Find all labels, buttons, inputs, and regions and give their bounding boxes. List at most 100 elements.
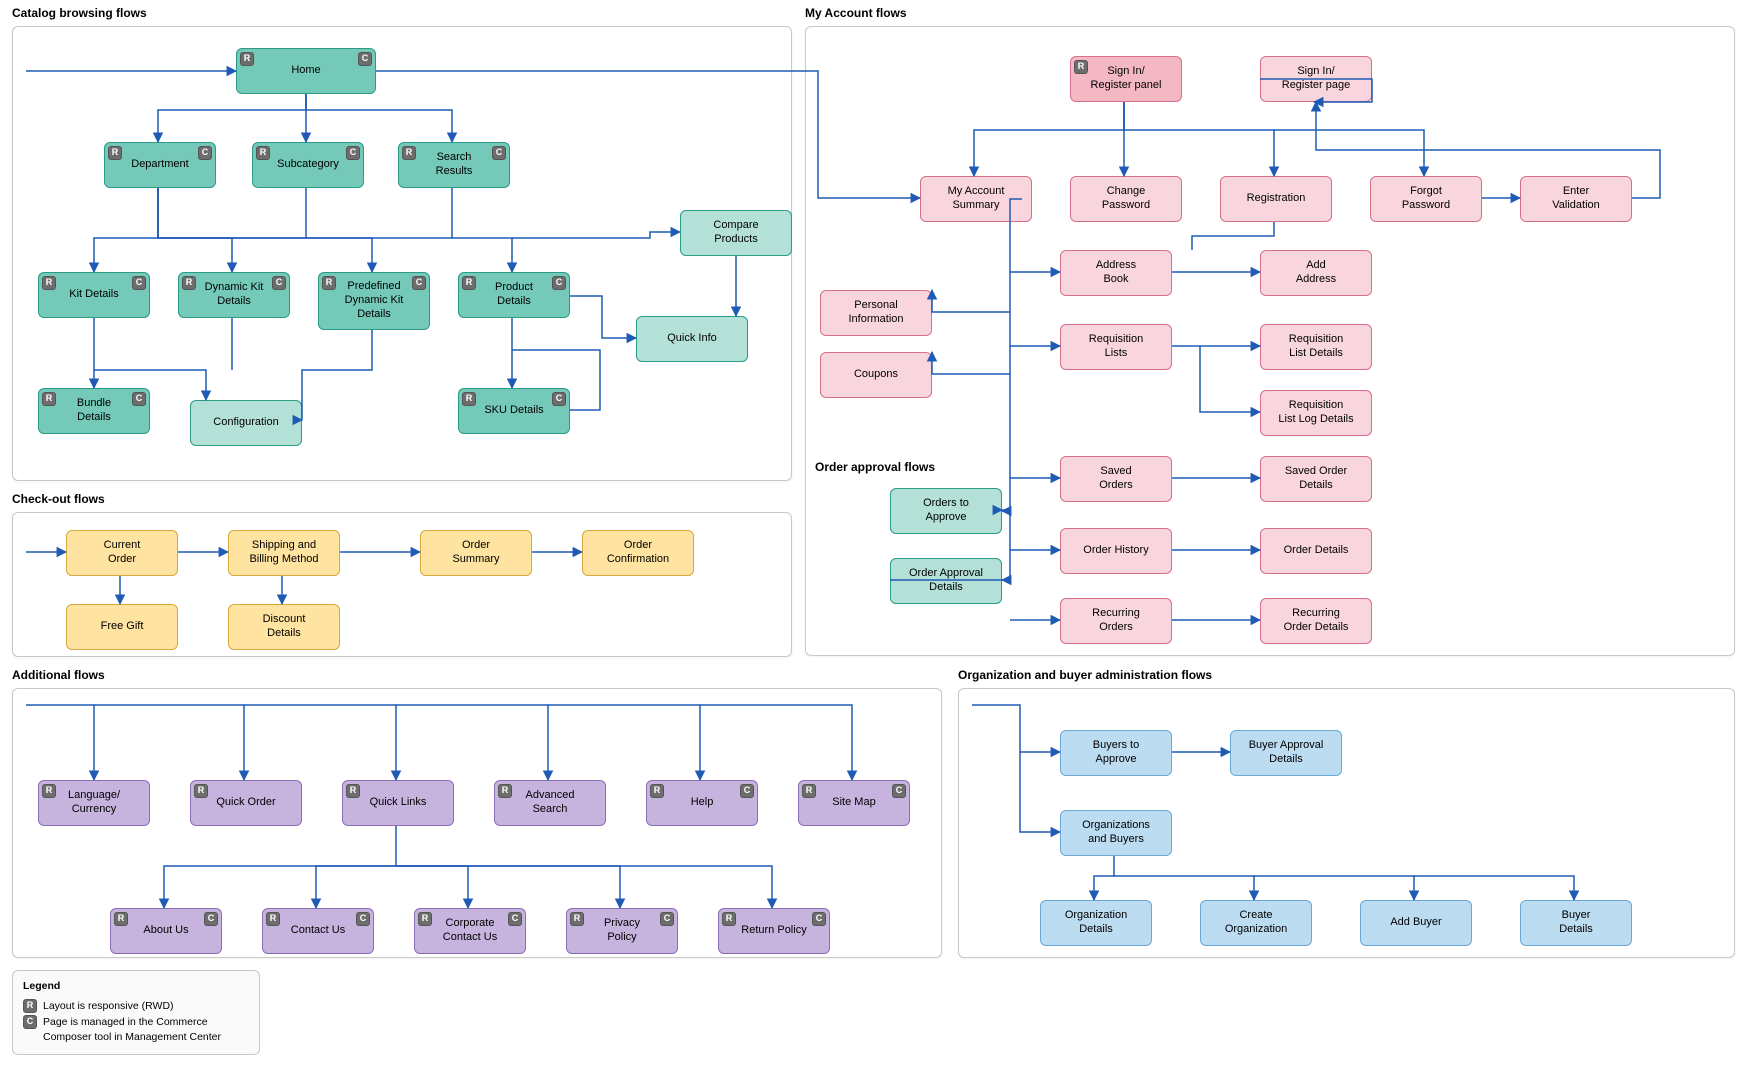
badge-commerce-composer: C bbox=[132, 392, 146, 406]
node-ordconf: OrderConfirmation bbox=[582, 530, 694, 576]
badge-commerce-composer: C bbox=[346, 146, 360, 160]
node-reqlogdet: RequisitionList Log Details bbox=[1260, 390, 1372, 436]
node-label: PersonalInformation bbox=[848, 299, 903, 327]
badge-responsive: R bbox=[1074, 60, 1088, 74]
node-dynkit: Dynamic KitDetails R C bbox=[178, 272, 290, 318]
node-predynkit: PredefinedDynamic KitDetailsRC bbox=[318, 272, 430, 330]
badge-commerce-composer: C bbox=[552, 276, 566, 290]
badge-responsive: R bbox=[722, 912, 736, 926]
badge-responsive: R bbox=[114, 912, 128, 926]
node-ordsum: OrderSummary bbox=[420, 530, 532, 576]
node-advsearch: AdvancedSearch R bbox=[494, 780, 606, 826]
node-buydet: BuyerDetails bbox=[1520, 900, 1632, 946]
node-label: My AccountSummary bbox=[948, 185, 1005, 213]
node-orddet: Order Details bbox=[1260, 528, 1372, 574]
node-label: OrderConfirmation bbox=[607, 539, 669, 567]
node-returnpol: Return PolicyRC bbox=[718, 908, 830, 954]
node-quickinfo: Quick Info bbox=[636, 316, 748, 362]
node-label: EnterValidation bbox=[1552, 185, 1600, 213]
badge-commerce-composer: C bbox=[204, 912, 218, 926]
badge-responsive: R bbox=[42, 784, 56, 798]
badge-responsive: R bbox=[322, 276, 336, 290]
node-label: SKU Details bbox=[484, 404, 543, 418]
badge-responsive: R bbox=[182, 276, 196, 290]
node-label: Kit Details bbox=[69, 288, 119, 302]
node-label: OrderSummary bbox=[452, 539, 499, 567]
node-subcat: SubcategoryRC bbox=[252, 142, 364, 188]
node-label: Order Details bbox=[1284, 544, 1349, 558]
node-label: ForgotPassword bbox=[1402, 185, 1450, 213]
badge-responsive: R bbox=[802, 784, 816, 798]
node-contactus: Contact UsRC bbox=[262, 908, 374, 954]
node-label: Quick Info bbox=[667, 332, 717, 346]
node-label: Saved OrderDetails bbox=[1285, 465, 1347, 493]
node-chgpw: ChangePassword bbox=[1070, 176, 1182, 222]
node-addbuyer: Add Buyer bbox=[1360, 900, 1472, 946]
node-dept: DepartmentRC bbox=[104, 142, 216, 188]
legend-text: Layout is responsive (RWD) bbox=[43, 999, 174, 1015]
badge-commerce-composer: C bbox=[892, 784, 906, 798]
node-label: Home bbox=[291, 64, 320, 78]
badge-responsive: R bbox=[346, 784, 360, 798]
node-label: AddressBook bbox=[1096, 259, 1136, 287]
badge-responsive: R bbox=[194, 784, 208, 798]
node-label: CreateOrganization bbox=[1225, 909, 1287, 937]
node-label: Order History bbox=[1083, 544, 1148, 558]
node-label: Configuration bbox=[213, 416, 278, 430]
badge-commerce-composer: C bbox=[132, 276, 146, 290]
badge-responsive: R bbox=[108, 146, 122, 160]
section-title-catalog: Catalog browsing flows bbox=[12, 6, 147, 20]
section-title-approval: Order approval flows bbox=[815, 460, 935, 474]
node-myacct: My AccountSummary bbox=[920, 176, 1032, 222]
legend-row: R Layout is responsive (RWD) bbox=[23, 999, 249, 1015]
node-discount: DiscountDetails bbox=[228, 604, 340, 650]
node-createorg: CreateOrganization bbox=[1200, 900, 1312, 946]
section-title-account: My Account flows bbox=[805, 6, 907, 20]
node-record: RecurringOrders bbox=[1060, 598, 1172, 644]
node-label: Site Map bbox=[832, 796, 875, 810]
badge-responsive: R bbox=[418, 912, 432, 926]
badge-responsive: R bbox=[498, 784, 512, 798]
badge-responsive: R bbox=[570, 912, 584, 926]
node-persinfo: PersonalInformation bbox=[820, 290, 932, 336]
node-kit: Kit DetailsRC bbox=[38, 272, 150, 318]
node-sku: SKU DetailsRC bbox=[458, 388, 570, 434]
legend-badge: R bbox=[23, 999, 37, 1013]
node-savorddet: Saved OrderDetails bbox=[1260, 456, 1372, 502]
badge-commerce-composer: C bbox=[660, 912, 674, 926]
node-label: BuyerDetails bbox=[1559, 909, 1593, 937]
badge-commerce-composer: C bbox=[272, 276, 286, 290]
node-addaddr: AddAddress bbox=[1260, 250, 1372, 296]
node-entervalid: EnterValidation bbox=[1520, 176, 1632, 222]
node-label: Sign In/Register panel bbox=[1091, 65, 1162, 93]
node-config: Configuration bbox=[190, 400, 302, 446]
node-reqlistdet: RequisitionList Details bbox=[1260, 324, 1372, 370]
badge-responsive: R bbox=[266, 912, 280, 926]
legend-row: CPage is managed in the Commerce Compose… bbox=[23, 1015, 249, 1047]
node-reqlists: RequisitionLists bbox=[1060, 324, 1172, 370]
node-bundle: BundleDetailsRC bbox=[38, 388, 150, 434]
node-label: Dynamic KitDetails bbox=[205, 281, 264, 309]
section-title-org: Organization and buyer administration fl… bbox=[958, 668, 1212, 682]
node-freegift: Free Gift bbox=[66, 604, 178, 650]
badge-commerce-composer: C bbox=[356, 912, 370, 926]
node-label: Add Buyer bbox=[1390, 916, 1441, 930]
node-forgotpw: ForgotPassword bbox=[1370, 176, 1482, 222]
node-label: Order ApprovalDetails bbox=[909, 567, 983, 595]
node-label: AdvancedSearch bbox=[526, 789, 575, 817]
node-label: Return Policy bbox=[741, 924, 806, 938]
node-ordtoapp: Orders toApprove bbox=[890, 488, 1002, 534]
node-ordappdet: Order ApprovalDetails bbox=[890, 558, 1002, 604]
node-label: DiscountDetails bbox=[263, 613, 306, 641]
node-signinpanel: Sign In/Register panelR bbox=[1070, 56, 1182, 102]
badge-commerce-composer: C bbox=[412, 276, 426, 290]
node-label: Registration bbox=[1247, 192, 1306, 206]
node-label: ChangePassword bbox=[1102, 185, 1150, 213]
node-label: Organizationsand Buyers bbox=[1082, 819, 1150, 847]
badge-commerce-composer: C bbox=[740, 784, 754, 798]
node-corpcontact: CorporateContact UsRC bbox=[414, 908, 526, 954]
node-label: CompareProducts bbox=[713, 219, 758, 247]
node-label: Free Gift bbox=[101, 620, 144, 634]
node-qlinks: Quick LinksR bbox=[342, 780, 454, 826]
node-qorder: Quick OrderR bbox=[190, 780, 302, 826]
